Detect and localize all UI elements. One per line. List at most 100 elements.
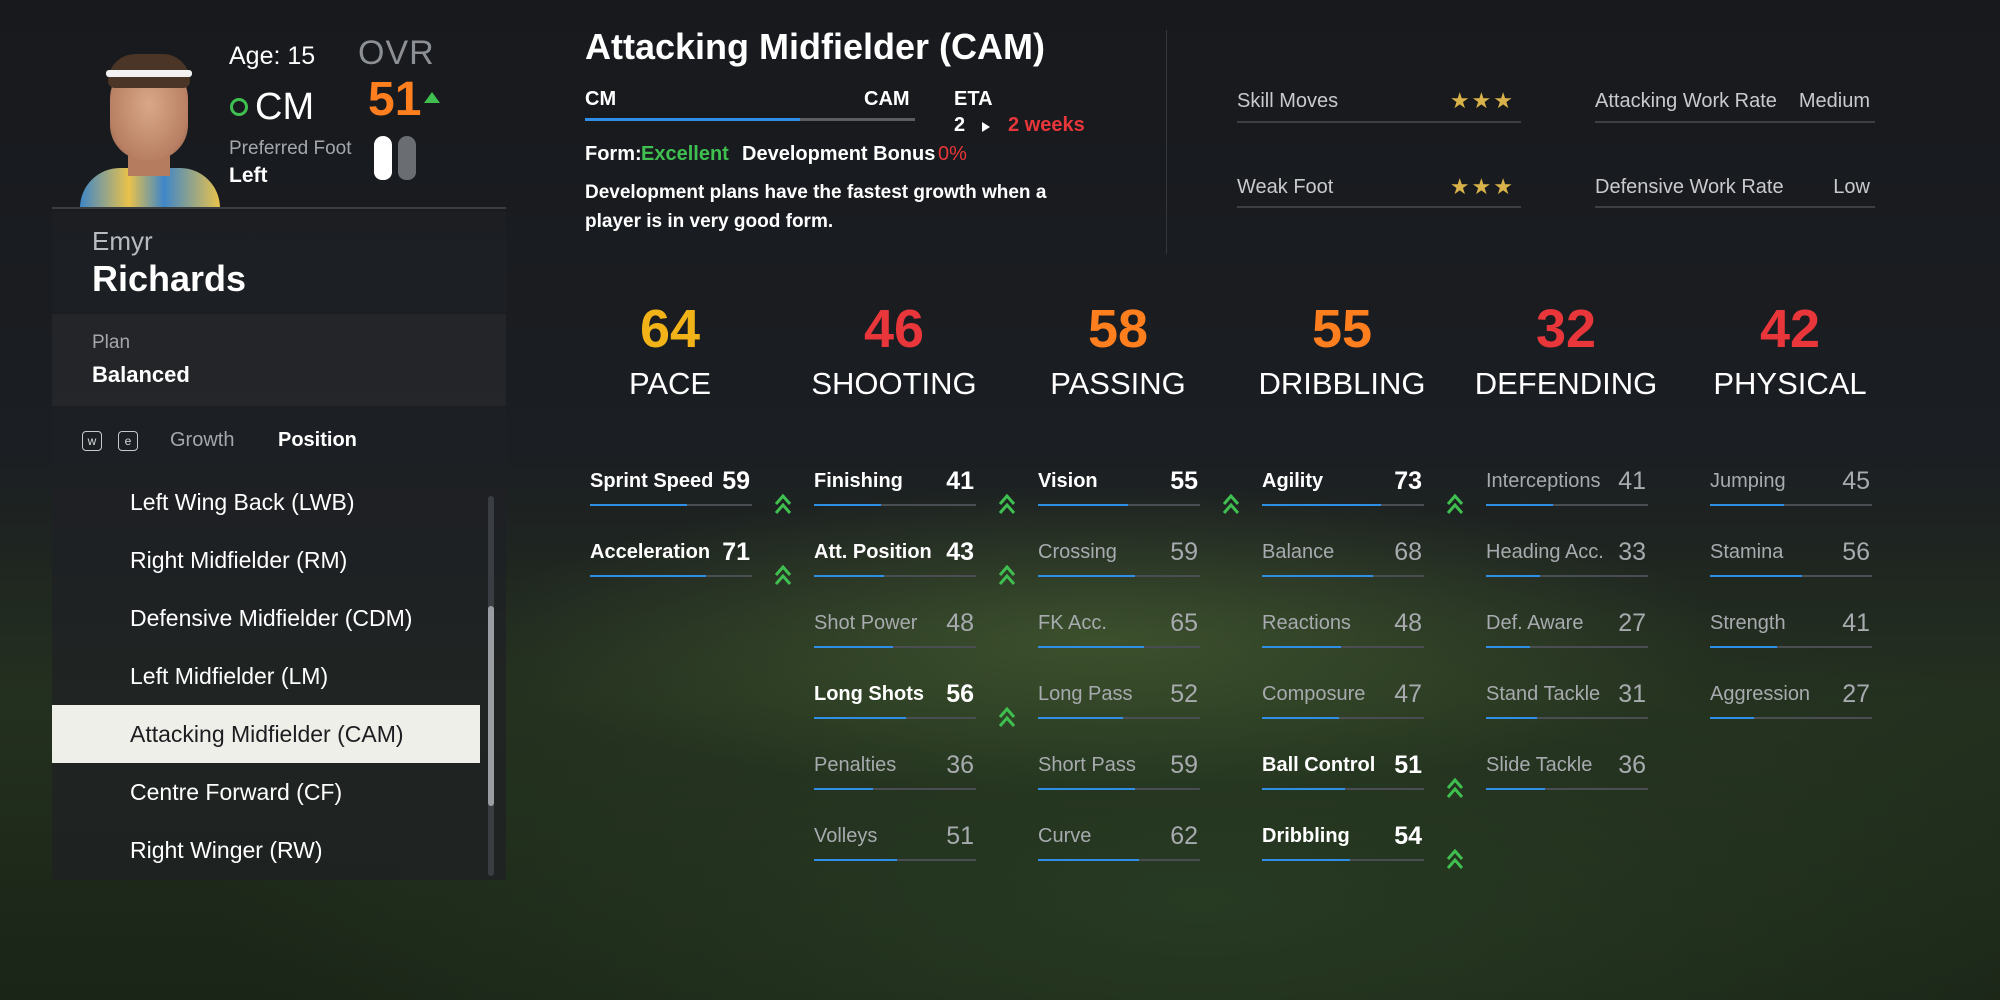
stat-value: 48	[946, 609, 974, 637]
stat-bar-fill	[1262, 859, 1351, 861]
stat-name: Slide Tackle	[1486, 754, 1593, 776]
stat-value: 59	[1170, 751, 1198, 779]
stat-name: Agility	[1262, 470, 1324, 492]
tab-position[interactable]: Position	[278, 429, 357, 451]
stat-bar-fill	[1038, 788, 1135, 790]
left-foot-icon	[374, 136, 392, 180]
plan-label: Plan	[92, 332, 131, 353]
preferred-foot-label: Preferred Foot	[229, 138, 352, 159]
position-item-selected[interactable]: Attacking Midfielder (CAM)	[52, 705, 480, 763]
key-hint-e[interactable]: e	[118, 431, 138, 451]
stat-bar-fill	[1262, 575, 1374, 577]
stat-bar-fill	[1038, 717, 1124, 719]
growth-chevron-icon	[998, 707, 1016, 727]
stat-bar-fill	[814, 646, 893, 648]
stat-value: 36	[946, 751, 974, 779]
position-item[interactable]: Defensive Midfielder (CDM)	[130, 605, 413, 631]
weak-foot-label: Weak Foot	[1237, 176, 1334, 198]
preferred-foot-value: Left	[229, 164, 268, 187]
key-hint-w[interactable]: w	[82, 431, 102, 451]
position-item[interactable]: Centre Forward (CF)	[130, 779, 343, 805]
stat-bar-fill	[590, 504, 687, 506]
stat-bar-fill	[1262, 788, 1346, 790]
development-bonus-label: Development Bonus	[742, 143, 936, 165]
stat-bar-fill	[1038, 646, 1145, 648]
stat-name: Stamina	[1710, 541, 1784, 563]
stat-bar-track	[1262, 717, 1424, 719]
stat-name: Interceptions	[1486, 470, 1601, 492]
stat-name: Reactions	[1262, 612, 1351, 634]
attacking-work-rate-value: Medium	[1798, 90, 1870, 112]
stat-name: Att. Position	[814, 541, 932, 563]
stat-name: Shot Power	[814, 612, 918, 634]
trait-divider	[1237, 121, 1521, 123]
defensive-work-rate-label: Defensive Work Rate	[1595, 176, 1784, 198]
stat-value: 43	[946, 538, 974, 566]
dribbling-label: DRIBBLING	[1258, 366, 1426, 401]
stat-name: Vision	[1038, 470, 1098, 492]
stat-value: 59	[1170, 538, 1198, 566]
growth-chevron-icon	[1446, 778, 1464, 798]
shooting-rating: 46	[863, 299, 925, 359]
stat-value: 47	[1394, 680, 1422, 708]
stat-value: 41	[946, 467, 974, 495]
divider	[52, 207, 506, 209]
stat-bar-track	[814, 575, 976, 577]
stat-value: 62	[1170, 822, 1198, 850]
stat-bar-fill	[1262, 646, 1341, 648]
position-list	[52, 476, 506, 880]
form-label: Form:	[585, 143, 642, 165]
vertical-divider	[1166, 30, 1167, 254]
stat-name: Def. Aware	[1486, 612, 1584, 634]
stat-name: Heading Acc.	[1486, 541, 1604, 563]
stat-value: 41	[1618, 467, 1646, 495]
trait-divider	[1595, 206, 1875, 208]
stat-value: 31	[1618, 680, 1646, 708]
growth-chevron-icon	[1446, 494, 1464, 514]
stat-value: 56	[1842, 538, 1870, 566]
stat-bar-fill	[814, 717, 906, 719]
stat-name: Dribbling	[1262, 825, 1350, 847]
scrollbar-thumb[interactable]	[488, 606, 494, 806]
position-item[interactable]: Left Midfielder (LM)	[130, 663, 329, 689]
stat-value: 52	[1170, 680, 1198, 708]
development-bonus-value: 0%	[938, 143, 967, 165]
stat-name: Long Pass	[1038, 683, 1133, 705]
eta-arrow-icon	[982, 122, 990, 132]
position-item[interactable]: Left Wing Back (LWB)	[130, 489, 355, 515]
stat-value: 65	[1170, 609, 1198, 637]
tab-growth[interactable]: Growth	[170, 429, 235, 451]
defensive-work-rate-value: Low	[1833, 176, 1870, 198]
defending-label: DEFENDING	[1474, 366, 1658, 401]
stat-value: 48	[1394, 609, 1422, 637]
stat-name: Acceleration	[590, 541, 711, 563]
stat-bar-fill	[1486, 788, 1545, 790]
defending-rating: 32	[1535, 299, 1597, 359]
position-item[interactable]: Right Winger (RW)	[130, 837, 323, 863]
stat-value: 71	[722, 538, 750, 566]
name-panel	[52, 212, 506, 312]
stat-bar-fill	[590, 575, 707, 577]
physical-label: PHYSICAL	[1713, 366, 1867, 401]
stat-value: 51	[1394, 751, 1422, 779]
stat-name: FK Acc.	[1038, 612, 1107, 634]
stat-bar-fill	[1486, 646, 1531, 648]
stat-value: 51	[946, 822, 974, 850]
stat-bar-fill	[1262, 504, 1382, 506]
stat-bar-track	[1710, 646, 1872, 648]
stat-name: Long Shots	[814, 683, 924, 705]
position-item[interactable]: Right Midfielder (RM)	[130, 547, 348, 573]
pace-rating: 64	[639, 299, 701, 359]
stat-bar-track	[814, 788, 976, 790]
ovr-label: OVR	[358, 34, 435, 72]
form-value: Excellent	[641, 143, 729, 165]
skill-moves-stars-icon: ★★★	[1449, 88, 1515, 113]
tab-bar	[52, 408, 506, 474]
plan-value: Balanced	[92, 362, 190, 387]
development-description: Development plans have the fastest growt…	[585, 182, 1047, 232]
growth-chevron-icon	[774, 565, 792, 585]
plan-panel[interactable]	[52, 314, 506, 406]
stat-bar-track	[1710, 717, 1872, 719]
stat-bar-track	[1486, 504, 1648, 506]
weak-foot-stars-icon: ★★★	[1449, 174, 1515, 199]
